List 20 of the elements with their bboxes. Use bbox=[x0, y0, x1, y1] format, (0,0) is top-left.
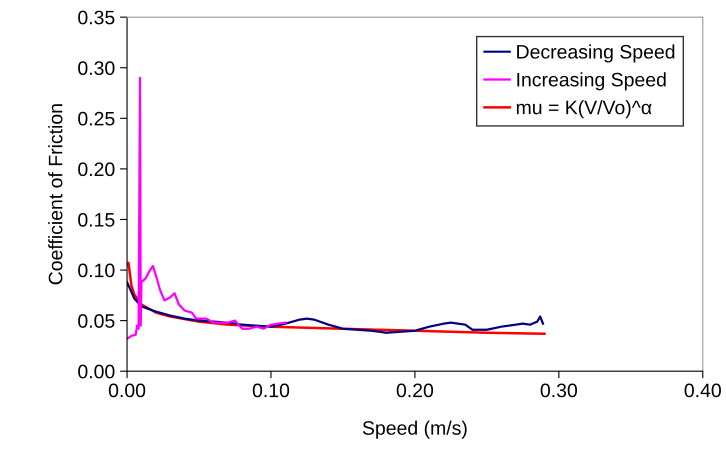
line-series bbox=[127, 76, 286, 340]
y-tick-label: 0.30 bbox=[78, 61, 114, 75]
y-tick-label: 0.35 bbox=[78, 10, 114, 24]
x-axis-title: Speed (m/s) bbox=[362, 420, 467, 439]
x-tick-label: 0.30 bbox=[540, 384, 577, 398]
x-tick-label: 0.10 bbox=[252, 384, 290, 398]
x-tick-label: 0.00 bbox=[108, 384, 146, 398]
x-tick-label: 0.40 bbox=[684, 384, 721, 398]
y-axis-title: Coefficient of Friction bbox=[48, 104, 62, 284]
legend-label: Decreasing Speed bbox=[517, 44, 674, 63]
y-tick-label: 0.20 bbox=[78, 162, 114, 176]
y-tick-label: 0.00 bbox=[78, 364, 114, 378]
x-tick-label: 0.20 bbox=[396, 384, 434, 398]
line-series bbox=[127, 281, 544, 334]
legend-label: mu = K(V/Vo)^α bbox=[516, 100, 652, 118]
y-tick-label: 0.25 bbox=[78, 112, 114, 126]
y-tick-label: 0.10 bbox=[78, 264, 114, 278]
y-tick-label: 0.05 bbox=[78, 314, 114, 328]
y-tick-label: 0.15 bbox=[78, 212, 114, 227]
legend-label: Increasing Speed bbox=[517, 72, 666, 90]
